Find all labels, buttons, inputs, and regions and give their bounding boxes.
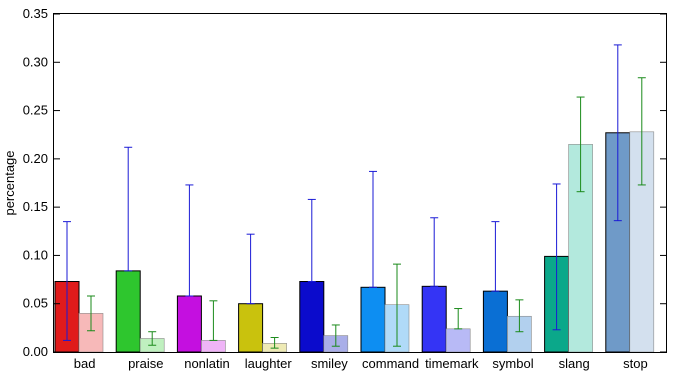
errorbar-laughter-2 — [270, 337, 279, 349]
bar-nonlatin-2 — [201, 340, 226, 353]
bar-smiley-1 — [299, 281, 325, 353]
x-tick-label: bad — [74, 356, 96, 371]
y-tick-label: 0.10 — [23, 247, 48, 262]
bar-timemark-1 — [421, 285, 447, 353]
errorbar-command-2 — [393, 263, 401, 347]
errorbar-praise-2 — [148, 331, 157, 346]
errorbar-laughter-1 — [246, 233, 255, 305]
y-tick-label: 0.15 — [23, 199, 48, 214]
bar-symbol-1 — [482, 290, 508, 353]
y-tick-label: 0.30 — [23, 54, 48, 69]
y-tick-label: 0.20 — [23, 151, 48, 166]
x-tick-label: symbol — [492, 356, 533, 371]
plot-frame — [53, 13, 667, 353]
errorbar-timemark-2 — [454, 308, 463, 330]
errorbar-smiley-2 — [331, 324, 340, 347]
x-tick-label: stop — [623, 356, 648, 371]
errorbar-command-1 — [369, 170, 377, 288]
errorbar-stop-1 — [613, 44, 622, 222]
bar-laughter-1 — [238, 303, 264, 353]
x-tick-label: smiley — [311, 356, 348, 371]
bar-command-1 — [360, 286, 386, 353]
errorbar-slang-2 — [576, 96, 585, 193]
errorbar-symbol-1 — [491, 221, 500, 292]
errorbar-symbol-2 — [515, 299, 524, 333]
x-axis: bad praise nonlatin laughter smiley command ti… — [74, 356, 648, 371]
bar-nonlatin-1 — [176, 295, 202, 353]
y-axis-label: percentage — [2, 150, 17, 215]
bar-timemark-2 — [445, 328, 471, 353]
errorbar-bad-2 — [87, 295, 95, 332]
errorbar-stop-2 — [637, 77, 646, 186]
x-tick-label: slang — [559, 356, 590, 371]
x-tick-label: nonlatin — [184, 356, 230, 371]
x-tick-label: command — [362, 356, 419, 371]
y-axis: 0.00 0.05 0.10 0.15 0.20 0.25 0.30 0.35 — [23, 6, 666, 359]
y-tick-label: 0.35 — [23, 6, 48, 21]
x-tick-label: laughter — [245, 356, 293, 371]
y-tick-label: 0.05 — [23, 296, 48, 311]
bar-praise-1 — [115, 270, 141, 353]
bars-group — [54, 131, 655, 353]
x-tick-label: timemark — [425, 356, 479, 371]
y-tick-label: 0.25 — [23, 103, 48, 118]
errorbar-smiley-1 — [307, 198, 316, 283]
errorbars-group — [63, 44, 646, 349]
errorbar-timemark-1 — [430, 217, 439, 287]
errorbar-bad-1 — [63, 221, 71, 341]
errorbar-slang-1 — [552, 183, 561, 331]
errorbar-nonlatin-2 — [209, 300, 218, 341]
errorbar-nonlatin-1 — [185, 184, 194, 297]
errorbar-praise-1 — [124, 146, 133, 272]
y-tick-label: 0.00 — [23, 344, 48, 359]
x-tick-label: praise — [128, 356, 163, 371]
